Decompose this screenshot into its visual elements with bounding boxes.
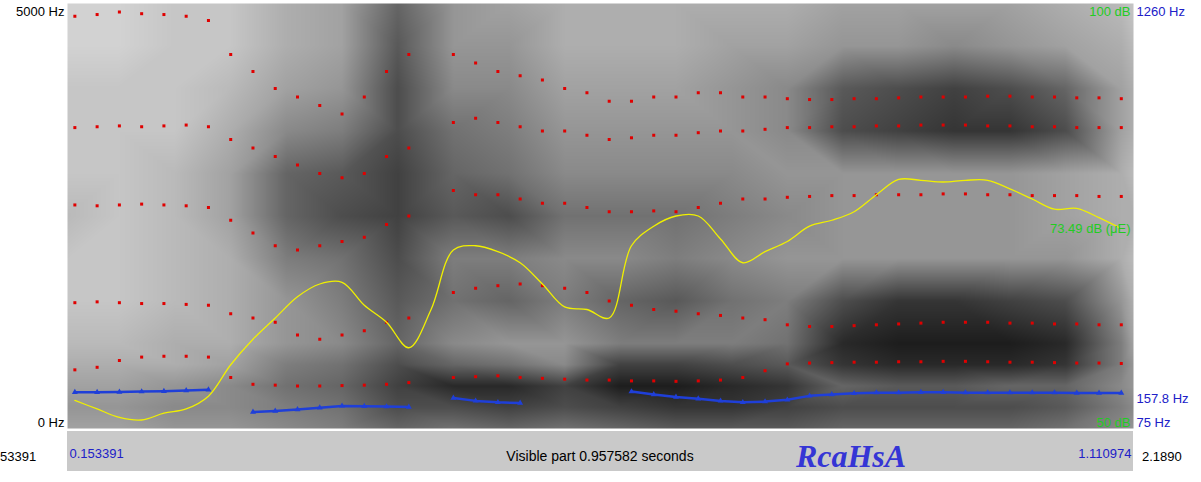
html-text:RcaHsA: RcaHsA — [795, 438, 907, 474]
html-text:Visible part 0.957582 seconds: Visible part 0.957582 seconds — [506, 448, 694, 464]
svg-text:73.49 dB (μE): 73.49 dB (μE) — [1050, 221, 1130, 236]
svg-text:0 Hz: 0 Hz — [38, 415, 65, 430]
svg-text:1260 Hz: 1260 Hz — [1137, 4, 1185, 19]
svg-text:5000 Hz: 5000 Hz — [16, 4, 64, 19]
svg-text:50 dB: 50 dB — [1097, 415, 1131, 430]
html-text:2.1890: 2.1890 — [1142, 449, 1182, 464]
svg-text:0.153391: 0.153391 — [70, 446, 124, 461]
svg-text:100 dB: 100 dB — [1089, 4, 1130, 19]
svg-text:157.8 Hz: 157.8 Hz — [1137, 391, 1189, 406]
svg-text:75 Hz: 75 Hz — [1137, 415, 1171, 430]
html-text:53391: 53391 — [0, 449, 37, 464]
svg-text:1.110974: 1.110974 — [1078, 446, 1131, 461]
